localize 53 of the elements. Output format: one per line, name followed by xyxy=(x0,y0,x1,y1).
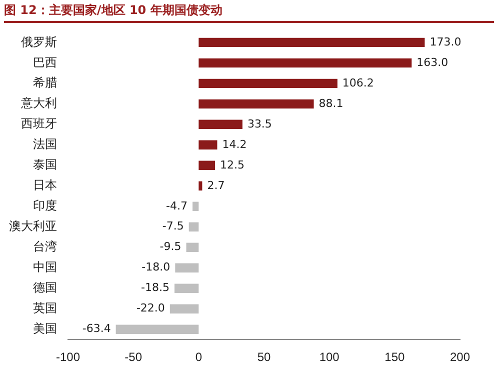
y-tick-label: 美国 xyxy=(33,322,57,336)
bar xyxy=(198,120,242,130)
data-label: 173.0 xyxy=(430,35,462,48)
data-label: 12.5 xyxy=(220,158,244,172)
data-label: 106.2 xyxy=(342,76,374,90)
bar xyxy=(175,263,199,272)
data-label: -9.5 xyxy=(160,240,182,254)
y-tick-label: 希腊 xyxy=(33,76,57,90)
bar xyxy=(198,181,202,191)
bar xyxy=(198,140,218,150)
y-tick-label: 英国 xyxy=(33,301,57,316)
x-tick-label: 200 xyxy=(450,350,470,364)
bar xyxy=(116,324,199,334)
y-tick-label: 德国 xyxy=(33,280,57,295)
bar xyxy=(198,160,215,170)
data-label: 88.1 xyxy=(318,96,344,110)
y-tick-label: 印度 xyxy=(33,198,57,213)
bar xyxy=(198,58,412,68)
x-tick-label: 50 xyxy=(257,350,271,364)
data-label: 14.2 xyxy=(222,138,247,151)
y-tick-label: 俄罗斯 xyxy=(21,34,57,49)
bar xyxy=(198,78,338,88)
y-tick-label: 中国 xyxy=(33,260,57,274)
data-label: -63.4 xyxy=(82,322,111,336)
data-label: -18.0 xyxy=(142,260,170,274)
y-tick-label: 澳大利亚 xyxy=(9,219,57,234)
x-tick-label: -100 xyxy=(56,350,80,364)
data-label: -22.0 xyxy=(136,302,165,315)
bar xyxy=(170,304,199,314)
data-label: 2.7 xyxy=(207,178,225,192)
data-label: -4.7 xyxy=(166,199,188,212)
x-tick-label: 0 xyxy=(195,350,202,364)
y-tick-label: 台湾 xyxy=(33,240,57,254)
y-tick-label: 巴西 xyxy=(33,55,57,70)
data-label: 33.5 xyxy=(247,117,272,130)
data-label: 163.0 xyxy=(416,56,448,69)
x-tick-label: -50 xyxy=(124,350,142,364)
y-tick-label: 法国 xyxy=(33,137,57,152)
chart-title: 图 12：主要国家/地区 10 年期国债变动 xyxy=(4,2,494,23)
x-tick-label: 100 xyxy=(319,350,340,364)
y-tick-label: 意大利 xyxy=(20,96,57,110)
y-tick-label: 日本 xyxy=(33,178,57,192)
y-tick-label: 泰国 xyxy=(33,158,57,172)
bar xyxy=(192,202,199,212)
bar xyxy=(188,222,199,232)
bar xyxy=(198,99,314,109)
data-label: -18.5 xyxy=(141,281,170,294)
bar xyxy=(174,284,199,293)
x-tick-label: 150 xyxy=(384,350,405,364)
bar xyxy=(198,38,425,48)
bar xyxy=(186,242,199,252)
data-label: -7.5 xyxy=(162,220,184,233)
y-tick-label: 西班牙 xyxy=(21,116,57,131)
